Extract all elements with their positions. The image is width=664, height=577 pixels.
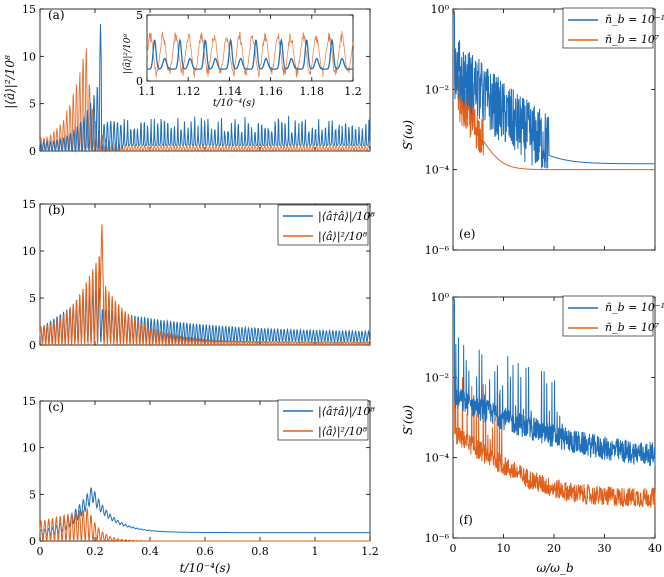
panel-label-c: (c): [48, 400, 64, 414]
panel-e-ytick-label: 10⁰: [431, 3, 450, 16]
panel-b-ytick-label: 0: [29, 339, 36, 352]
inset-series-blue: [147, 38, 354, 70]
panel-a-series-blue: [39, 24, 371, 153]
panel-c-ytick-label: 0: [29, 535, 36, 548]
panel-b-series-blue: [39, 286, 371, 345]
panel-c-xtick-label: 1.2: [361, 545, 379, 558]
panel-label-a: (a): [48, 8, 65, 22]
panel-b-ytick-label: 15: [22, 198, 36, 211]
inset-series-orange: [146, 31, 354, 78]
panel-f-ytick-label: 10⁻⁶: [425, 532, 450, 545]
xlabel-f: ω/ω_b: [536, 561, 573, 575]
panel-a-ytick-label: 15: [22, 3, 36, 16]
panel-c-xtick-label: 0: [37, 545, 44, 558]
inset-xtick-label: 1.18: [300, 85, 325, 98]
panel-b-ytick-label: 5: [29, 292, 36, 305]
panel-a-ytick-label: 5: [29, 98, 36, 111]
legend-c-box: [277, 399, 369, 441]
panel-c-xtick-label: 0.2: [86, 545, 104, 558]
inset-xtick-label: 1.12: [176, 85, 201, 98]
panel-f-xtick-label: 10: [497, 542, 511, 555]
panel-a-ytick-label: 0: [29, 145, 36, 158]
legend-e-box: [562, 7, 654, 49]
panel-label-b: (b): [48, 203, 65, 217]
panel-c-ytick-label: 5: [29, 488, 36, 501]
legend-f-1: n̄_b = 10⁻¹: [605, 301, 664, 314]
inset-xtick-label: 1.14: [217, 85, 242, 98]
ylabel-f: S′(ω): [401, 405, 415, 435]
panel-f-xtick-label: 40: [648, 542, 662, 555]
panel-label-e: (e): [459, 227, 475, 241]
legend-c-1: |⟨â†â⟩|/10⁸: [318, 405, 375, 419]
panel-e-series-orange: [453, 10, 656, 171]
legend-b-2: |⟨â⟩|²/10⁸: [318, 230, 368, 244]
panel-c-series-blue: [39, 486, 370, 536]
panel-f-ytick-label: 10⁻²: [425, 371, 449, 384]
panel-c-xtick-label: 0.8: [251, 545, 269, 558]
panel-c-ytick-label: 15: [22, 395, 36, 408]
ylabel-e: S′(ω): [401, 120, 415, 150]
legend-e-1: n̄_b = 10⁻¹: [605, 13, 664, 26]
inset-xtick-label: 1.2: [344, 85, 362, 98]
panel-f-xtick-label: 20: [547, 542, 561, 555]
panel-f-xtick-label: 30: [598, 542, 612, 555]
inset-xtick-label: 1.16: [258, 85, 283, 98]
panel-b-ytick-label: 10: [22, 245, 36, 258]
legend-c-2: |⟨â⟩|²/10⁸: [318, 425, 368, 439]
inset-ylabel: |⟨â⟩|²/10⁸: [122, 34, 133, 75]
inset-xtick-label: 1.1: [138, 85, 156, 98]
panel-c-xtick-label: 1: [312, 545, 319, 558]
panel-c-xtick-label: 0.6: [196, 545, 214, 558]
panel-f-ytick-label: 10⁰: [431, 291, 450, 304]
inset-ytick-label: 0: [136, 75, 143, 88]
xlabel-c: t/10⁻⁴(s): [180, 561, 231, 575]
panel-c-series-orange: [39, 507, 370, 543]
panel-a-ytick-label: 10: [22, 50, 36, 63]
panel-e-ytick-label: 10⁻⁴: [425, 164, 450, 177]
panel-e-ytick-label: 10⁻⁶: [425, 244, 450, 257]
legend-e-2: n̄_b = 10⁷: [605, 33, 660, 46]
inset-xlabel: t/10⁻⁴(s): [213, 98, 255, 109]
panel-f-ytick-label: 10⁻⁴: [425, 452, 450, 465]
panel-c-xtick-label: 0.4: [141, 545, 159, 558]
panel-f-series-blue: [453, 298, 656, 468]
legend-b-1: |⟨â†â⟩|/10⁸: [318, 210, 375, 224]
panel-label-f: (f): [459, 513, 473, 527]
panel-c-ytick-label: 10: [22, 442, 36, 455]
ylabel-a: |⟨â⟩|²/10⁸: [3, 55, 17, 109]
panel-b-series-orange: [39, 224, 371, 347]
panel-e-series-blue: [453, 12, 656, 169]
legend-b-box: [277, 204, 369, 246]
inset-ytick-label: 5: [136, 9, 143, 22]
legend-f-box: [562, 295, 654, 337]
legend-f-2: n̄_b = 10⁷: [605, 321, 660, 334]
panel-f-series-orange: [453, 305, 656, 509]
panel-f-xtick-label: 0: [450, 542, 457, 555]
panel-e-ytick-label: 10⁻²: [425, 83, 449, 96]
